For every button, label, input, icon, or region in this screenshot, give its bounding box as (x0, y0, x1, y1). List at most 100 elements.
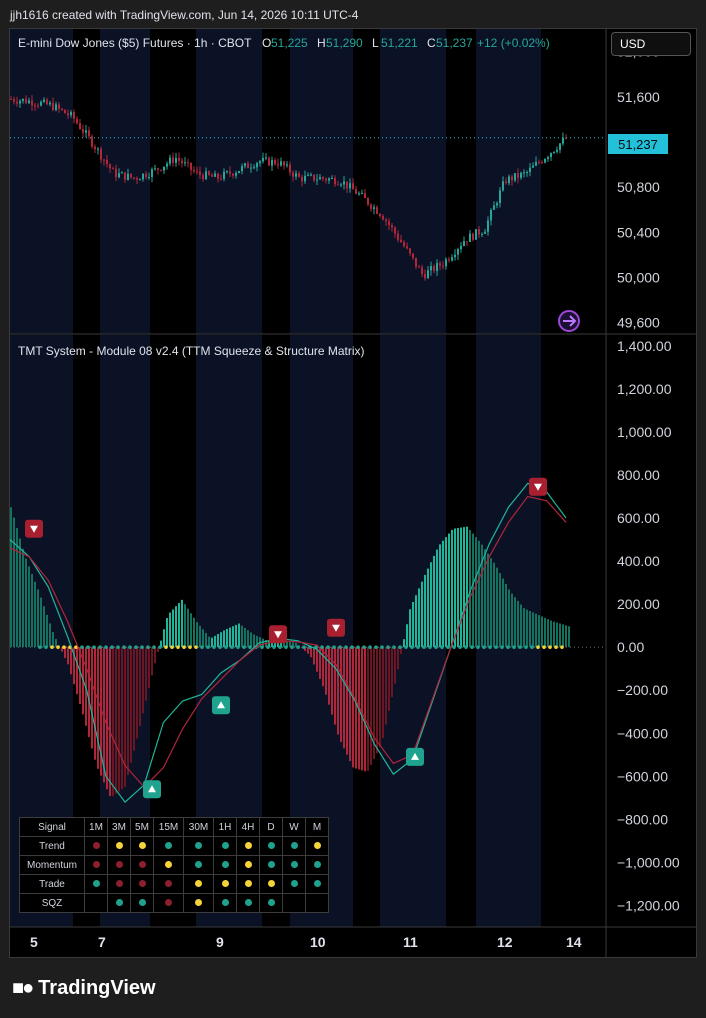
price-candle (337, 184, 339, 186)
squeeze-dot (134, 645, 138, 649)
histogram-bar (376, 647, 378, 754)
histogram-bar (496, 567, 498, 648)
price-candle (94, 146, 96, 150)
price-candle (343, 181, 345, 185)
histogram-bar (130, 647, 132, 763)
signal-row-label: Momentum (19, 855, 85, 875)
histogram-bar (316, 647, 318, 672)
signal-table-header-cell: 30M (183, 817, 214, 837)
histogram-bar (97, 647, 99, 769)
signal-cell (153, 855, 184, 875)
histogram-bar (73, 647, 75, 685)
indicator-axis-tick: 400.00 (617, 553, 660, 569)
signal-dot (165, 860, 172, 868)
histogram-bar (526, 609, 528, 648)
squeeze-dot (560, 645, 564, 649)
price-candle (148, 177, 150, 179)
price-candle (346, 181, 348, 189)
price-candle (466, 241, 468, 243)
histogram-bar (10, 507, 12, 648)
price-candle (211, 174, 213, 177)
price-candle (469, 233, 471, 242)
price-candle (535, 162, 537, 166)
price-candle (187, 162, 189, 164)
price-candle (133, 177, 135, 179)
signal-dot (115, 860, 123, 868)
price-candle (481, 233, 483, 235)
histogram-bar (52, 632, 54, 648)
squeeze-dot (278, 645, 282, 649)
price-candle (157, 168, 159, 170)
histogram-bar (172, 609, 174, 648)
indicator-axis-tick: 1,000.00 (617, 424, 672, 440)
signal-dot (195, 860, 202, 868)
indicator-axis-tick: −800.00 (617, 811, 668, 827)
signal-cell (183, 855, 214, 875)
price-candle (475, 229, 477, 240)
price-candle (361, 192, 363, 194)
histogram-bar (568, 626, 570, 648)
squeeze-dot (98, 645, 102, 649)
histogram-bar (286, 641, 288, 648)
histogram-bar (295, 642, 297, 648)
squeeze-dot (56, 645, 60, 649)
histogram-bar (388, 647, 390, 711)
histogram-bar (343, 647, 345, 749)
session-band-top (290, 29, 353, 334)
histogram-bar (157, 647, 159, 652)
squeeze-dot (434, 645, 438, 649)
currency-button[interactable]: USD (611, 32, 691, 56)
histogram-bar (469, 529, 471, 648)
price-candle (445, 259, 447, 267)
signal-cell (130, 855, 154, 875)
signal-dot (115, 841, 123, 849)
histogram-bar (424, 574, 426, 648)
price-candle (232, 173, 234, 176)
price-candle (499, 190, 501, 204)
histogram-bar (223, 630, 225, 648)
price-candle (523, 172, 525, 174)
indicator-title: TMT System - Module 08 v2.4 (TTM Squeeze… (18, 344, 365, 358)
histogram-bar (184, 604, 186, 648)
histogram-bar (118, 647, 120, 792)
price-candle (538, 162, 540, 164)
squeeze-dot (464, 645, 468, 649)
price-candle (433, 266, 435, 271)
squeeze-dot (140, 645, 144, 649)
signal-cell (305, 893, 329, 913)
squeeze-dot (44, 645, 48, 649)
histogram-bar (331, 647, 333, 715)
histogram-bar (394, 647, 396, 684)
price-candle (550, 152, 552, 158)
signal-dot (165, 841, 172, 849)
price-candle (166, 163, 168, 167)
price-candle (106, 159, 108, 165)
histogram-bar (451, 529, 453, 648)
squeeze-dot (548, 645, 552, 649)
squeeze-dot (536, 645, 540, 649)
histogram-bar (553, 621, 555, 648)
price-candle (154, 168, 156, 170)
price-candle (103, 159, 105, 161)
histogram-bar (517, 600, 519, 648)
price-candle (223, 171, 225, 179)
price-axis-tick: 50,000 (617, 270, 660, 286)
price-candle (220, 178, 222, 180)
tradingview-logo[interactable]: ■● TradingView (12, 977, 156, 1000)
signal-table-header-cell: 1H (213, 817, 237, 837)
price-candle (256, 163, 258, 168)
histogram-bar (178, 603, 180, 648)
price-candle (199, 171, 201, 175)
signal-dot (195, 841, 202, 849)
histogram-bar (319, 647, 321, 679)
price-candle (163, 166, 165, 171)
indicator-axis-tick: 1,200.00 (617, 381, 672, 397)
price-candle (85, 130, 87, 133)
ohlc-value: 51,225 (271, 36, 308, 50)
price-candle (55, 104, 57, 111)
histogram-bar (475, 537, 477, 648)
price-candle (109, 164, 111, 169)
histogram-bar (31, 574, 33, 648)
price-candle (262, 157, 264, 162)
histogram-bar (427, 568, 429, 648)
